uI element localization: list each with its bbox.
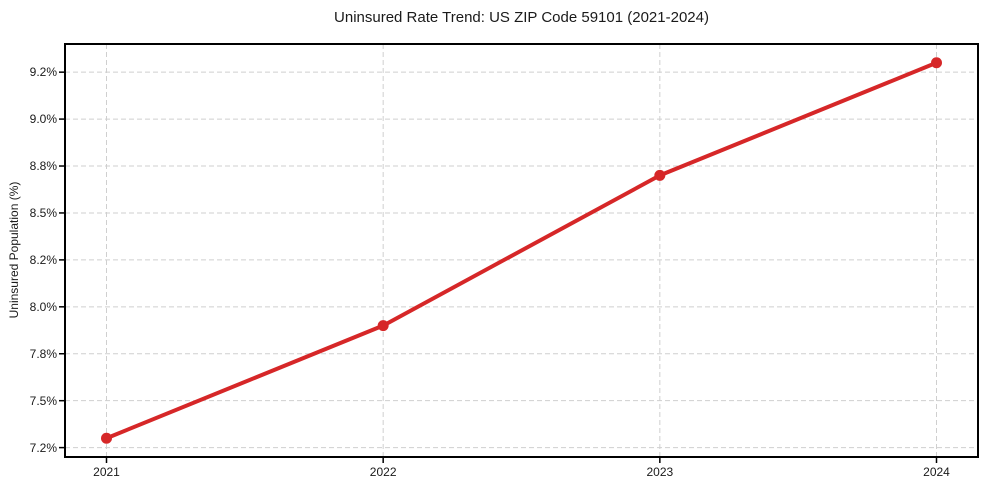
y-tick-label: 7.5%: [29, 393, 57, 408]
y-tick-label: 8.5%: [29, 205, 57, 220]
trend-line: [104, 60, 939, 441]
y-tick-label: 9.0%: [29, 112, 57, 127]
y-tick-label: 7.2%: [29, 440, 57, 455]
plot-border: [64, 43, 979, 458]
x-tick-label: 2022: [369, 465, 397, 479]
data-point-2021: [101, 432, 112, 444]
chart-title: Uninsured Rate Trend: US ZIP Code 59101 …: [334, 9, 709, 26]
y-tick-label: 8.0%: [29, 299, 57, 314]
data-point-2023: [654, 169, 666, 181]
x-tick-label: 2024: [923, 465, 950, 479]
y-tick-label: 8.2%: [29, 252, 57, 267]
data-point-2022: [377, 320, 389, 332]
y-tick-label: 7.8%: [29, 346, 57, 361]
y-tick-label: 9.2%: [29, 65, 57, 80]
data-point-2024: [931, 57, 942, 69]
x-tick-label: 2023: [646, 465, 674, 479]
x-tick-label: 2021: [93, 465, 120, 479]
y-tick-label: 8.8%: [29, 159, 57, 174]
